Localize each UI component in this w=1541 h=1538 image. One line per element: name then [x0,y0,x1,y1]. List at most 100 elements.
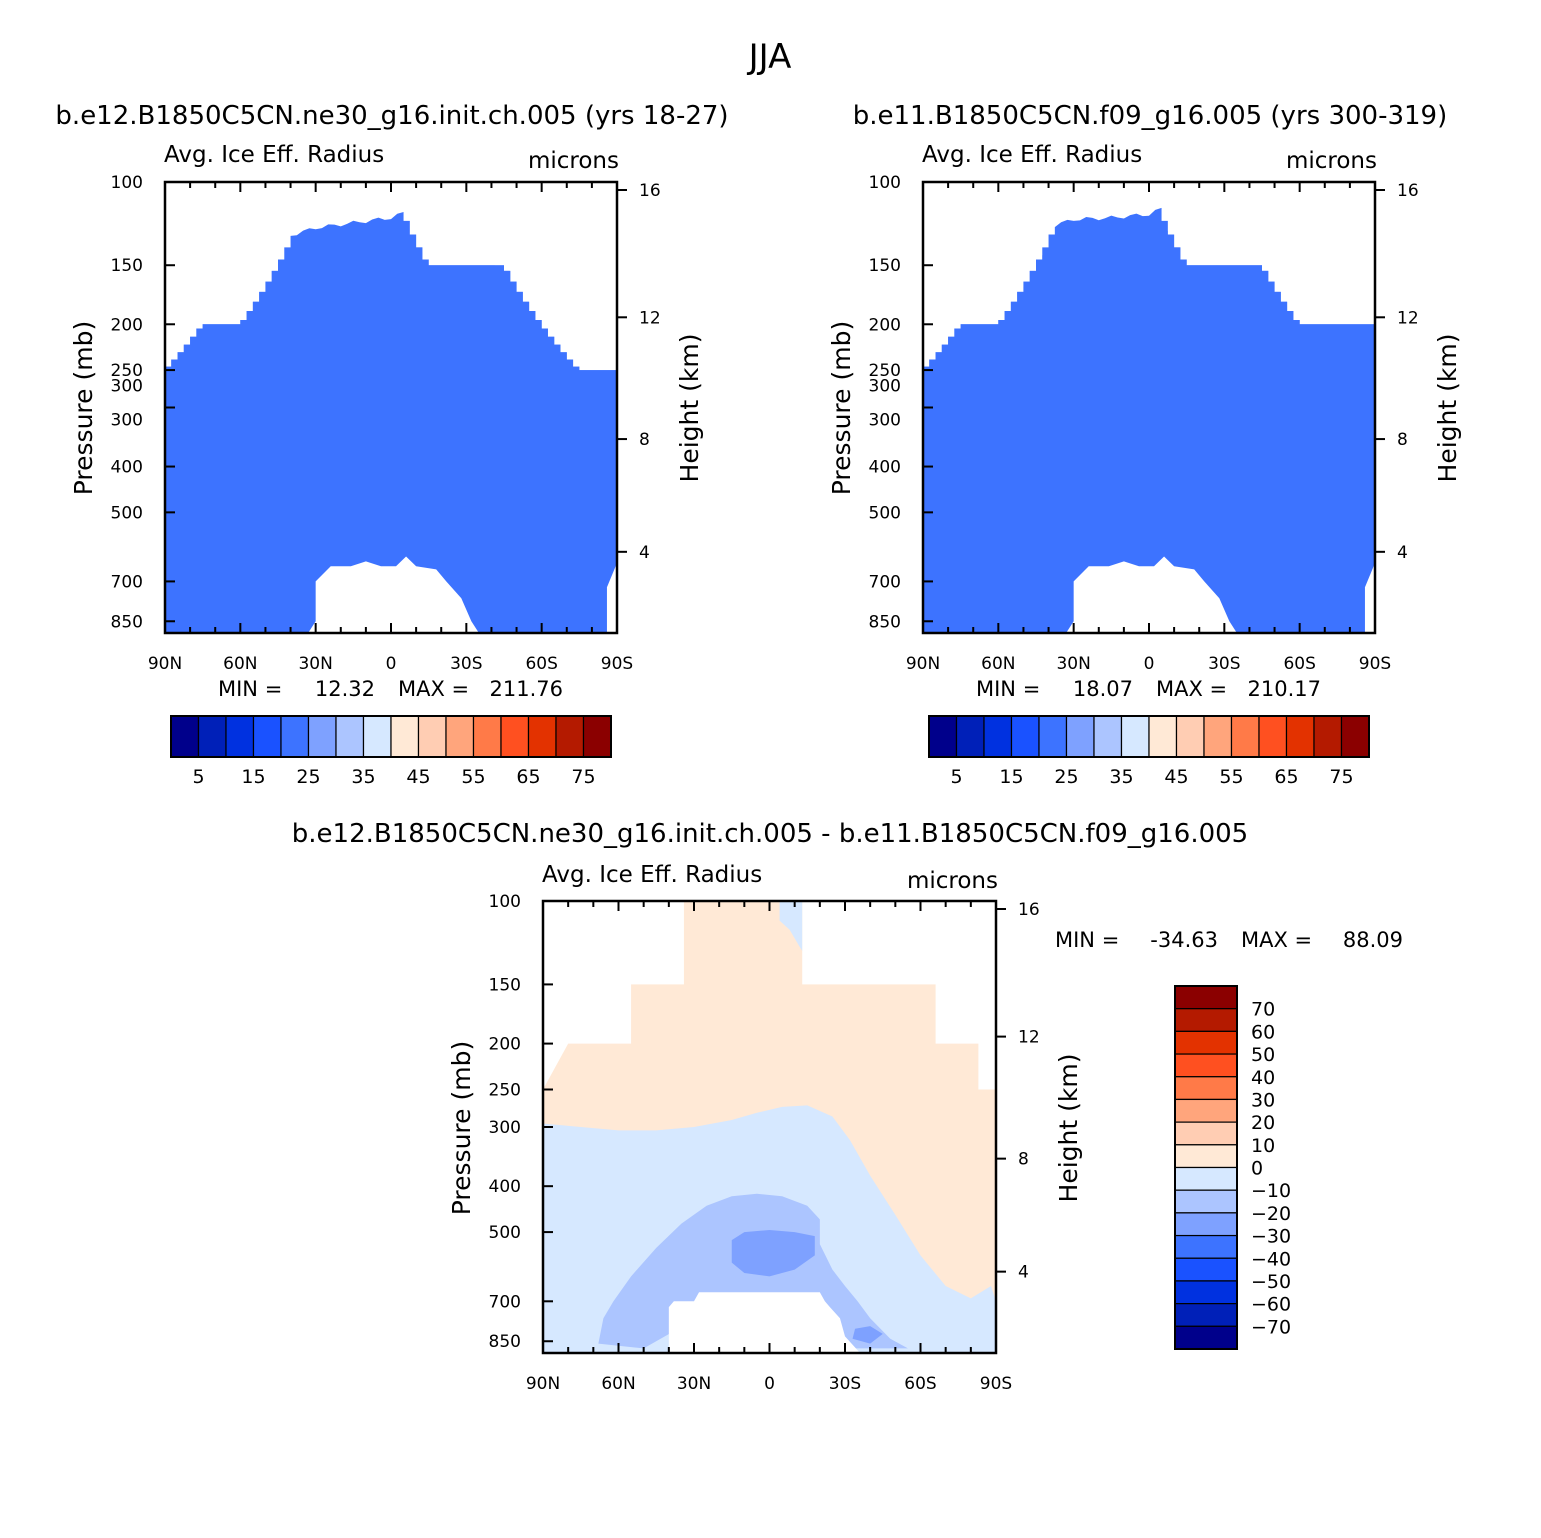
colorbar-box [1340,715,1370,758]
y-tick-label: 700 [489,1292,521,1312]
x-tick-label: 30N [1056,654,1090,674]
contour-band [923,182,1375,633]
panel-right-min-label: MIN = [976,677,1040,701]
colorbar-label: 30 [1251,1089,1275,1111]
y-tick-label: 300 [869,377,901,397]
panel-diff-ylabel-right: Height (km) [1054,1054,1083,1203]
y-tick-label: 200 [489,1035,521,1055]
colorbar-box [1174,985,1238,1010]
colorbar-box [390,715,420,758]
y-right-tick-label: 12 [1397,308,1419,328]
y-tick-label: 850 [869,612,901,632]
colorbar-left: 5 15 25 35 45 55 65 75 [170,715,612,788]
x-tick-label: 30S [829,1374,861,1394]
colorbar-label: 40 [1251,1067,1275,1089]
colorbar-box [1174,1098,1238,1123]
colorbar-box [1174,1257,1238,1282]
colorbar-box [1313,715,1343,758]
x-tick-label: 90S [1359,654,1391,674]
colorbar-box [527,715,557,758]
colorbar-box [1174,1325,1238,1350]
plot-right: 90N 60N 30N 0 30S 60S 90S100150200250300300400… [869,173,1419,674]
contour-band [852,1326,883,1344]
panel-diff-title: b.e12.B1850C5CN.ne30_g16.init.ch.005 - b… [292,819,1248,849]
y-tick-label: 150 [489,975,521,995]
colorbar-label: 65 [1274,766,1298,788]
x-tick-label: 90S [601,654,633,674]
y-right-tick-label: 12 [639,308,661,328]
field [923,182,1375,633]
colorbar-box [582,715,612,758]
colorbar-label: 75 [1329,766,1353,788]
x-tick-label: 60S [1283,654,1315,674]
colorbar-box [1285,715,1315,758]
x-tick-label: 30S [1208,654,1240,674]
colorbar-box [955,715,985,758]
colorbar-box [1203,715,1233,758]
y-tick-label: 400 [869,458,901,478]
y-tick-label: 250 [111,361,143,381]
y-tick-label: 150 [111,256,143,276]
contour-band [731,1230,815,1277]
panel-diff-units: microns [907,868,998,894]
colorbar-right: 5 15 25 35 45 55 65 75 [928,715,1370,788]
colorbar-label: 60 [1251,1021,1275,1043]
colorbar-label: 45 [1164,766,1188,788]
y-tick-label: 700 [869,572,901,592]
colorbar-box [1258,715,1288,758]
colorbar-box [307,715,337,758]
colorbar-label: 25 [296,766,320,788]
colorbar-box [472,715,502,758]
contour-band [165,184,617,633]
missing-region [308,556,479,633]
colorbar-box [197,715,227,758]
colorbar-box [362,715,392,758]
y-right-tick-label: 8 [1397,430,1408,450]
y-tick-label: 300 [111,411,143,431]
colorbar-label: 75 [571,766,595,788]
panel-diff: b.e12.B1850C5CN.ne30_g16.init.ch.005 - b… [292,819,1403,1394]
colorbar-label: 10 [1251,1135,1275,1157]
y-right-tick-label: 16 [1018,900,1040,920]
y-tick-label: 850 [489,1332,521,1352]
y-tick-label: 700 [111,572,143,592]
panel-left-ylabel: Pressure (mb) [69,321,98,495]
x-tick-label: 90N [906,654,940,674]
panel-left-title: b.e12.B1850C5CN.ne30_g16.init.ch.005 (yr… [55,101,728,131]
panel-diff-variable: Avg. Ice Eff. Radius [542,862,762,888]
x-tick-label: 60N [223,654,257,674]
colorbar-box [1148,715,1178,758]
panel-right-ylabel-right: Height (km) [1433,334,1462,483]
panel-diff-ylabel: Pressure (mb) [447,1041,476,1215]
colorbar-box [1174,1280,1238,1305]
y-tick-label: 200 [111,315,143,335]
colorbar-box [1175,715,1205,758]
colorbar-box [1093,715,1123,758]
colorbar-box [1174,1053,1238,1078]
colorbar-label: 50 [1251,1044,1275,1066]
colorbar-box [1174,1189,1238,1214]
figure-title: JJA [747,37,792,77]
y-tick-label: 250 [869,361,901,381]
missing-region [1066,556,1237,633]
colorbar-label: −70 [1251,1316,1291,1338]
colorbar-box [225,715,255,758]
y-tick-label: 200 [869,315,901,335]
colorbar-box [1010,715,1040,758]
panel-left-ylabel-right: Height (km) [675,334,704,483]
y-right-tick-label: 4 [639,543,650,563]
colorbar-label: 70 [1251,999,1275,1021]
y-right-tick-label: 16 [639,181,661,201]
y-tick-label: 300 [869,411,901,431]
missing-region [668,1292,861,1353]
panel-diff-min: -34.63 [1150,928,1218,952]
panel-left-units: microns [528,148,619,174]
colorbar-box [1038,715,1068,758]
x-tick-label: 90N [148,654,182,674]
colorbar-label: 20 [1251,1112,1275,1134]
colorbar-box [1174,1234,1238,1259]
colorbar-box [335,715,365,758]
colorbar-box [280,715,310,758]
panel-diff-max-label: MAX = [1241,928,1312,952]
panel-right-title: b.e11.B1850C5CN.f09_g16.005 (yrs 300-319… [853,101,1447,131]
